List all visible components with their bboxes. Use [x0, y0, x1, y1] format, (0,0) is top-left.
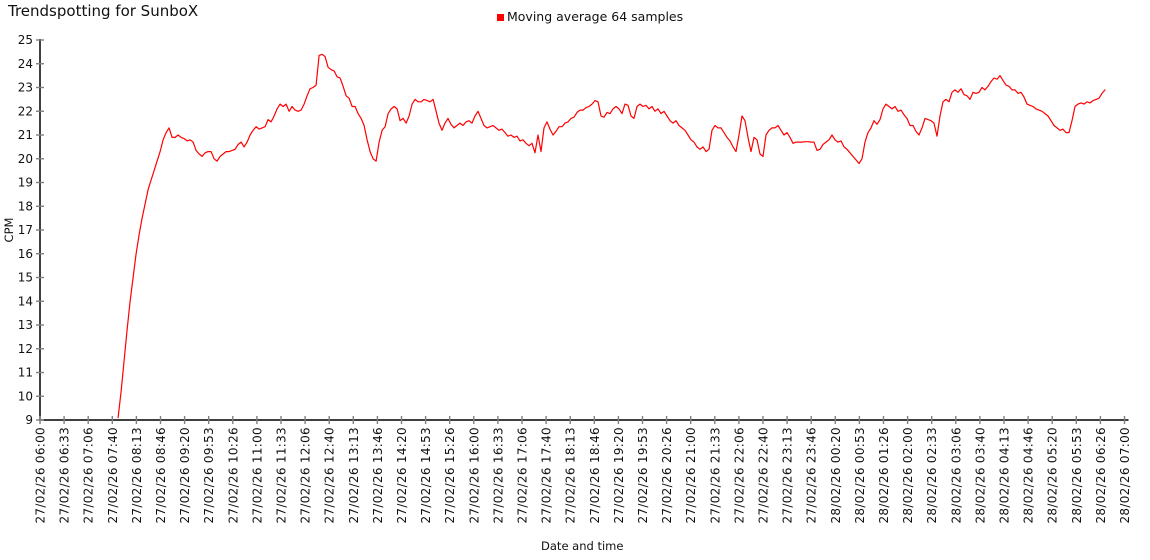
y-tick-label: 13: [18, 318, 33, 332]
x-tick-label: 27/02/26 12:40: [323, 427, 337, 524]
x-axis-title: Date and time: [541, 539, 623, 553]
x-tick-label: 28/02/26 05:20: [1046, 427, 1060, 524]
x-tick-label: 28/02/26 04:46: [1022, 427, 1036, 524]
x-tick-label: 28/02/26 00:20: [829, 427, 843, 524]
x-tick-label: 28/02/26 02:33: [925, 427, 939, 524]
x-tick-label: 27/02/26 09:53: [202, 427, 216, 524]
legend: Moving average 64 samples: [497, 9, 683, 24]
y-tick-label: 14: [18, 294, 33, 308]
x-tick-label: 27/02/26 08:13: [130, 427, 144, 524]
y-tick-label: 25: [18, 33, 33, 47]
x-tick-label: 28/02/26 04:13: [998, 427, 1012, 524]
x-tick-label: 27/02/26 13:46: [371, 427, 385, 524]
x-tick-label: 28/02/26 03:40: [973, 427, 987, 524]
x-tick-label: 28/02/26 01:26: [877, 427, 891, 524]
y-tick-label: 9: [25, 413, 33, 427]
x-tick-label: 27/02/26 13:13: [347, 427, 361, 524]
x-tick-label: 28/02/26 07:00: [1118, 427, 1132, 524]
legend-label: Moving average 64 samples: [507, 9, 684, 24]
x-tick-label: 27/02/26 16:00: [467, 427, 481, 524]
x-tick-label: 27/02/26 23:46: [805, 427, 819, 524]
x-tick-label: 27/02/26 16:33: [491, 427, 505, 523]
x-tick-label: 27/02/26 14:53: [419, 427, 433, 524]
x-tick-label: 27/02/26 23:13: [781, 427, 795, 524]
chart-title: Trendspotting for SunboX: [8, 2, 199, 20]
y-tick-label: 23: [18, 81, 33, 95]
x-tick-label: 27/02/26 09:20: [178, 427, 192, 524]
x-tick-label: 27/02/26 17:06: [516, 427, 530, 524]
x-tick-label: 28/02/26 06:26: [1094, 427, 1108, 524]
x-tick-label: 27/02/26 11:00: [250, 427, 264, 524]
y-tick-label: 15: [18, 271, 33, 285]
x-tick-label: 28/02/26 02:00: [901, 427, 915, 524]
y-tick-label: 16: [18, 247, 33, 261]
x-tick-label: 28/02/26 05:53: [1070, 427, 1084, 524]
x-tick-label: 27/02/26 07:40: [106, 427, 120, 524]
series-moving-average-line: [117, 53, 1106, 419]
x-tick-label: 27/02/26 14:20: [395, 427, 409, 524]
x-tick-label: 27/02/26 21:00: [684, 427, 698, 524]
y-tick-label: 19: [18, 176, 33, 190]
x-tick-label: 27/02/26 22:40: [757, 427, 771, 524]
x-tick-label: 27/02/26 06:33: [58, 427, 72, 524]
x-tick-label: 27/02/26 10:26: [226, 427, 240, 524]
y-tick-label: 22: [18, 104, 33, 118]
x-tick-label: 27/02/26 15:26: [443, 427, 457, 524]
y-tick-label: 10: [18, 389, 33, 403]
x-tick-label: 27/02/26 17:40: [540, 427, 554, 524]
x-tick-label: 27/02/26 19:20: [612, 427, 626, 524]
x-tick-label: 27/02/26 18:13: [564, 427, 578, 524]
x-tick-label: 27/02/26 22:06: [732, 427, 746, 524]
y-tick-label: 12: [18, 342, 33, 356]
y-tick-label: 18: [18, 199, 33, 213]
y-tick-label: 17: [18, 223, 33, 237]
x-tick-label: 27/02/26 11:33: [275, 427, 289, 524]
y-axis-title: CPM: [2, 218, 16, 243]
y-tick-label: 21: [18, 128, 33, 142]
x-tick-label: 27/02/26 07:06: [82, 427, 96, 524]
x-tick-label: 27/02/26 18:46: [588, 427, 602, 524]
x-tick-label: 27/02/26 19:53: [636, 427, 650, 524]
y-tick-label: 11: [18, 366, 33, 380]
y-tick-label: 24: [18, 57, 33, 71]
legend-marker-icon: [497, 13, 504, 21]
y-tick-label: 20: [18, 152, 33, 166]
x-tick-label: 27/02/26 21:33: [708, 427, 722, 524]
x-tick-label: 28/02/26 00:53: [853, 427, 867, 524]
x-tick-label: 27/02/26 20:26: [660, 427, 674, 524]
x-tick-label: 28/02/26 03:06: [949, 427, 963, 524]
x-tick-label: 27/02/26 08:46: [154, 427, 168, 524]
x-tick-label: 27/02/26 12:06: [299, 427, 313, 524]
x-tick-label: 27/02/26 06:00: [34, 427, 48, 524]
